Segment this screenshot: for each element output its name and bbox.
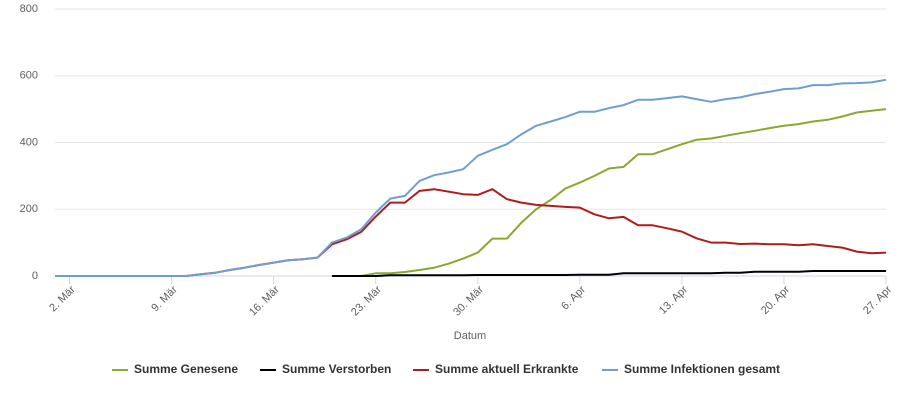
x-tick-label: 13. Apr <box>657 283 690 316</box>
x-tick-label: 6. Apr <box>559 283 588 312</box>
y-tick-label: 0 <box>32 270 38 282</box>
x-tick-label: 9. Mär <box>149 283 180 314</box>
x-tick-label: 30. Mär <box>451 283 486 318</box>
x-tick-label: 2. Mär <box>47 283 78 314</box>
y-tick-label: 200 <box>20 203 38 215</box>
x-tick-label: 23. Mär <box>349 283 384 318</box>
x-tick-label: 27. Apr <box>861 283 894 316</box>
series-line <box>332 270 886 277</box>
legend-label: Summe Verstorben <box>282 362 391 376</box>
legend-label: Summe Genesene <box>134 362 238 376</box>
series-line <box>361 108 887 277</box>
series-line <box>55 78 887 277</box>
x-tick-label: 16. Mär <box>247 283 282 318</box>
y-tick-label: 800 <box>20 3 38 15</box>
y-tick-label: 600 <box>20 70 38 82</box>
x-axis-title: Datum <box>454 330 486 342</box>
legend-label: Summe aktuell Erkrankte <box>435 362 579 376</box>
legend-label: Summe Infektionen gesamt <box>624 362 780 376</box>
y-tick-label: 400 <box>20 136 38 148</box>
x-tick-label: 20. Apr <box>759 283 792 316</box>
series-line <box>55 188 887 277</box>
